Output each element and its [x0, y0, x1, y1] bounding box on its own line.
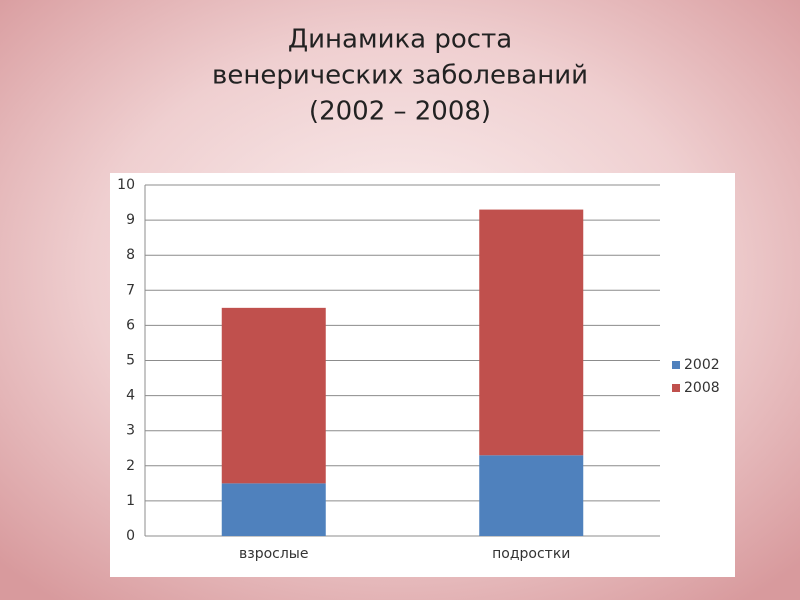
y-tick-label: 1	[126, 493, 135, 509]
legend-label: 2008	[684, 380, 720, 396]
y-tick-label: 4	[126, 388, 135, 404]
y-tick-label: 9	[126, 212, 135, 228]
bar	[479, 455, 584, 536]
y-tick-label: 2	[126, 458, 135, 474]
chart-title: Динамика роста	[288, 25, 512, 55]
x-tick-label: подростки	[492, 546, 570, 562]
bar	[221, 307, 326, 484]
legend-swatch	[672, 384, 680, 392]
x-tick-label: взрослые	[239, 546, 308, 562]
bar	[479, 209, 584, 456]
chart-title: венерических заболеваний	[212, 61, 588, 91]
title: Динамика роста венерических заболеваний (2…	[212, 25, 588, 127]
y-tick-label: 8	[126, 247, 135, 263]
y-tick-label: 3	[126, 423, 135, 439]
chart-area	[110, 173, 735, 577]
bar	[221, 483, 326, 536]
y-tick-label: 6	[126, 317, 135, 333]
legend-swatch	[672, 361, 680, 369]
legend-label: 2002	[684, 357, 720, 373]
y-tick-label: 7	[126, 282, 135, 298]
y-tick-label: 0	[126, 528, 135, 544]
y-tick-label: 5	[126, 353, 135, 369]
y-tick-label: 10	[117, 177, 135, 193]
chart-title: (2002 – 2008)	[309, 97, 491, 127]
